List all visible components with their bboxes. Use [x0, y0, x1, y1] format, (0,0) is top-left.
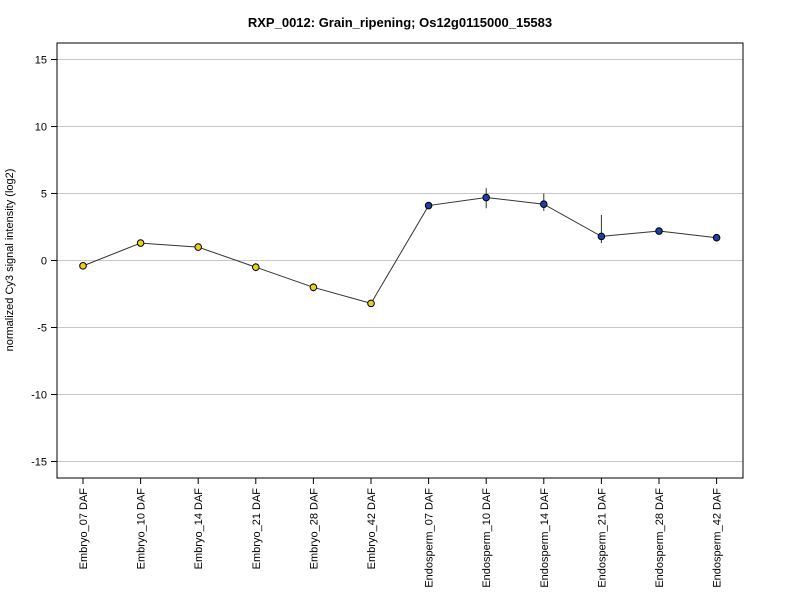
x-tick-label: Endosperm_07 DAF — [424, 488, 436, 588]
x-tick-label: Embryo_07 DAF — [78, 488, 90, 570]
data-point — [252, 263, 260, 272]
x-tick-label: Endosperm_14 DAF — [539, 488, 551, 588]
x-tick-label: Embryo_21 DAF — [251, 488, 263, 570]
data-point — [424, 201, 433, 210]
chart-title: RXP_0012: Grain_ripening; Os12g0115000_1… — [248, 15, 552, 30]
x-tick-label: Endosperm_42 DAF — [712, 488, 724, 588]
y-tick-label: 10 — [35, 122, 47, 134]
y-tick-label: -15 — [31, 457, 47, 469]
y-axis-label: normalized Cy3 signal intensity (log2) — [4, 169, 16, 352]
data-point — [482, 193, 491, 202]
y-tick-label: 15 — [35, 55, 47, 67]
data-point — [712, 233, 721, 242]
y-tick-label: -5 — [37, 323, 47, 335]
x-tick-label: Endosperm_28 DAF — [654, 488, 666, 588]
data-point — [194, 243, 202, 251]
data-points — [79, 193, 721, 308]
x-tick-label: Endosperm_21 DAF — [596, 488, 608, 588]
series-line — [82, 197, 717, 304]
data-point — [597, 232, 606, 241]
data-point — [309, 283, 318, 292]
x-tick-label: Embryo_42 DAF — [366, 488, 378, 570]
x-axis: Embryo_07 DAF Embryo_10 DAF Embryo_14 DAF E… — [78, 478, 724, 588]
x-tick-label: Endosperm_10 DAF — [481, 488, 493, 588]
y-tick-label: 5 — [41, 189, 47, 201]
data-point — [136, 239, 145, 247]
x-tick-label: Embryo_28 DAF — [308, 488, 320, 570]
y-tick-label: 0 — [41, 256, 47, 268]
x-tick-label: Embryo_14 DAF — [193, 488, 205, 570]
data-point — [655, 227, 663, 235]
y-axis: 15 10 5 0 -5 -10 -15 — [31, 55, 57, 469]
data-point — [540, 200, 548, 209]
data-point — [367, 299, 375, 308]
grid-lines — [57, 59, 743, 462]
x-tick-label: Embryo_10 DAF — [136, 488, 148, 570]
data-point — [79, 262, 87, 270]
y-tick-label: -10 — [31, 390, 47, 402]
